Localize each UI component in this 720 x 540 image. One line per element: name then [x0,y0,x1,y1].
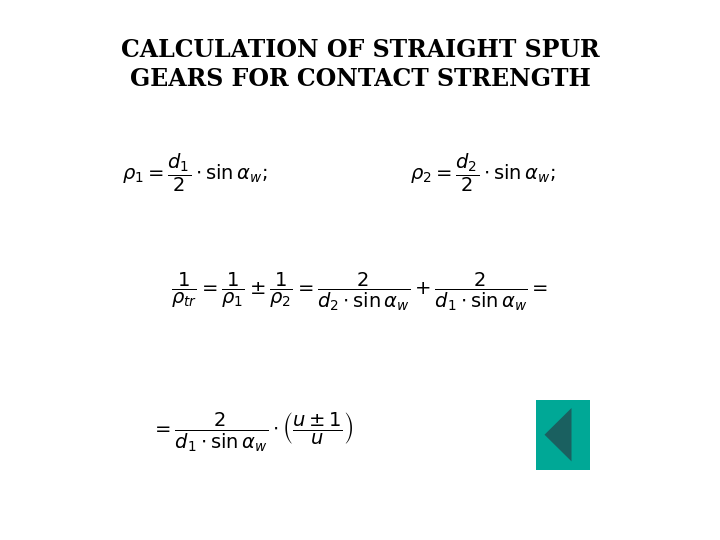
Text: $= \dfrac{2}{d_1 \cdot \sin\alpha_w} \cdot \left(\dfrac{u \pm 1}{u}\right)$: $= \dfrac{2}{d_1 \cdot \sin\alpha_w} \cd… [151,410,353,454]
Text: $\rho_1 = \dfrac{d_1}{2} \cdot \sin\alpha_w;$: $\rho_1 = \dfrac{d_1}{2} \cdot \sin\alph… [122,152,267,194]
Text: $\rho_2 = \dfrac{d_2}{2} \cdot \sin\alpha_w;$: $\rho_2 = \dfrac{d_2}{2} \cdot \sin\alph… [410,152,555,194]
Text: $\dfrac{1}{\rho_{tr}} = \dfrac{1}{\rho_1} \pm \dfrac{1}{\rho_2} = \dfrac{2}{d_2 : $\dfrac{1}{\rho_{tr}} = \dfrac{1}{\rho_1… [171,271,549,313]
Polygon shape [544,408,572,461]
Bar [536,400,590,470]
Text: CALCULATION OF STRAIGHT SPUR
GEARS FOR CONTACT STRENGTH: CALCULATION OF STRAIGHT SPUR GEARS FOR C… [121,38,599,91]
